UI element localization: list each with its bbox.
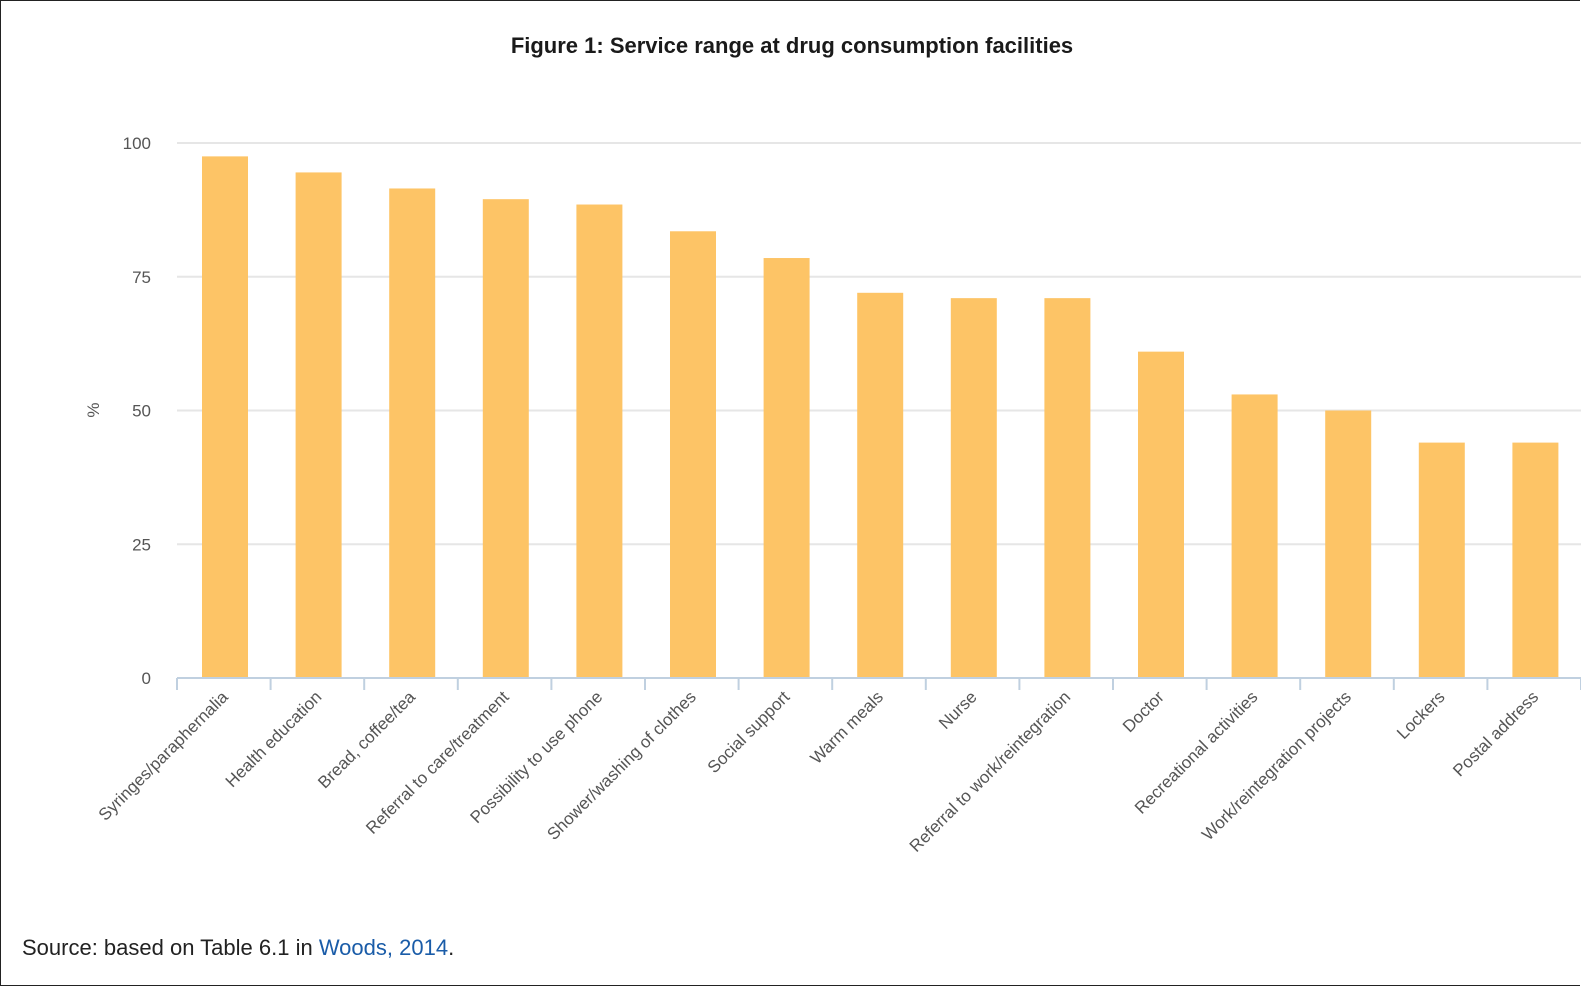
x-tick-label: Syringes/paraphernalia	[95, 687, 232, 824]
chart-title: Figure 1: Service range at drug consumpt…	[511, 33, 1073, 58]
bar	[202, 156, 248, 678]
bar	[950, 298, 997, 678]
y-axis-ticks: 0 25 50 75 100	[123, 134, 151, 688]
bar	[1231, 394, 1278, 678]
bar	[670, 231, 716, 678]
bar	[295, 172, 342, 679]
bars	[202, 156, 1559, 679]
x-tick-label: Lockers	[1393, 687, 1449, 743]
y-tick-label: 25	[132, 535, 151, 554]
bar	[482, 199, 529, 679]
x-tick-label: Referral to work/reintegration	[906, 687, 1074, 855]
source-link[interactable]: Woods, 2014	[318, 935, 449, 960]
bar	[1138, 351, 1184, 678]
y-tick-label: 0	[142, 669, 151, 688]
source-suffix: .	[448, 935, 455, 960]
x-tick-label: Bread, coffee/tea	[314, 687, 419, 792]
bar	[763, 258, 810, 678]
y-axis-label: %	[84, 402, 103, 417]
bar	[389, 188, 436, 678]
bar	[576, 204, 623, 678]
bar	[1325, 410, 1372, 678]
x-tick-label: Nurse	[935, 687, 981, 733]
bar	[1044, 298, 1091, 678]
y-tick-label: 50	[132, 402, 151, 421]
x-axis	[176, 677, 1581, 690]
source-prefix: Source: based on Table 6.1 in	[22, 935, 319, 960]
x-tick-label: Work/reintegration projects	[1198, 687, 1355, 844]
bar-chart: Figure 1: Service range at drug consumpt…	[84, 33, 1581, 856]
x-tick-label: Social support	[704, 687, 794, 777]
bar	[857, 292, 904, 678]
x-tick-label: Postal address	[1449, 687, 1542, 780]
y-tick-label: 75	[132, 268, 151, 287]
x-tick-label: Health education	[222, 687, 326, 791]
x-tick-label: Doctor	[1119, 687, 1168, 736]
x-tick-label: Warm meals	[807, 687, 887, 767]
bar	[1512, 442, 1559, 678]
bar	[1418, 442, 1465, 678]
x-tick-label: Shower/washing of clothes	[543, 687, 699, 843]
y-tick-label: 100	[123, 134, 151, 153]
source-note: Source: based on Table 6.1 in Woods, 201…	[22, 935, 454, 961]
